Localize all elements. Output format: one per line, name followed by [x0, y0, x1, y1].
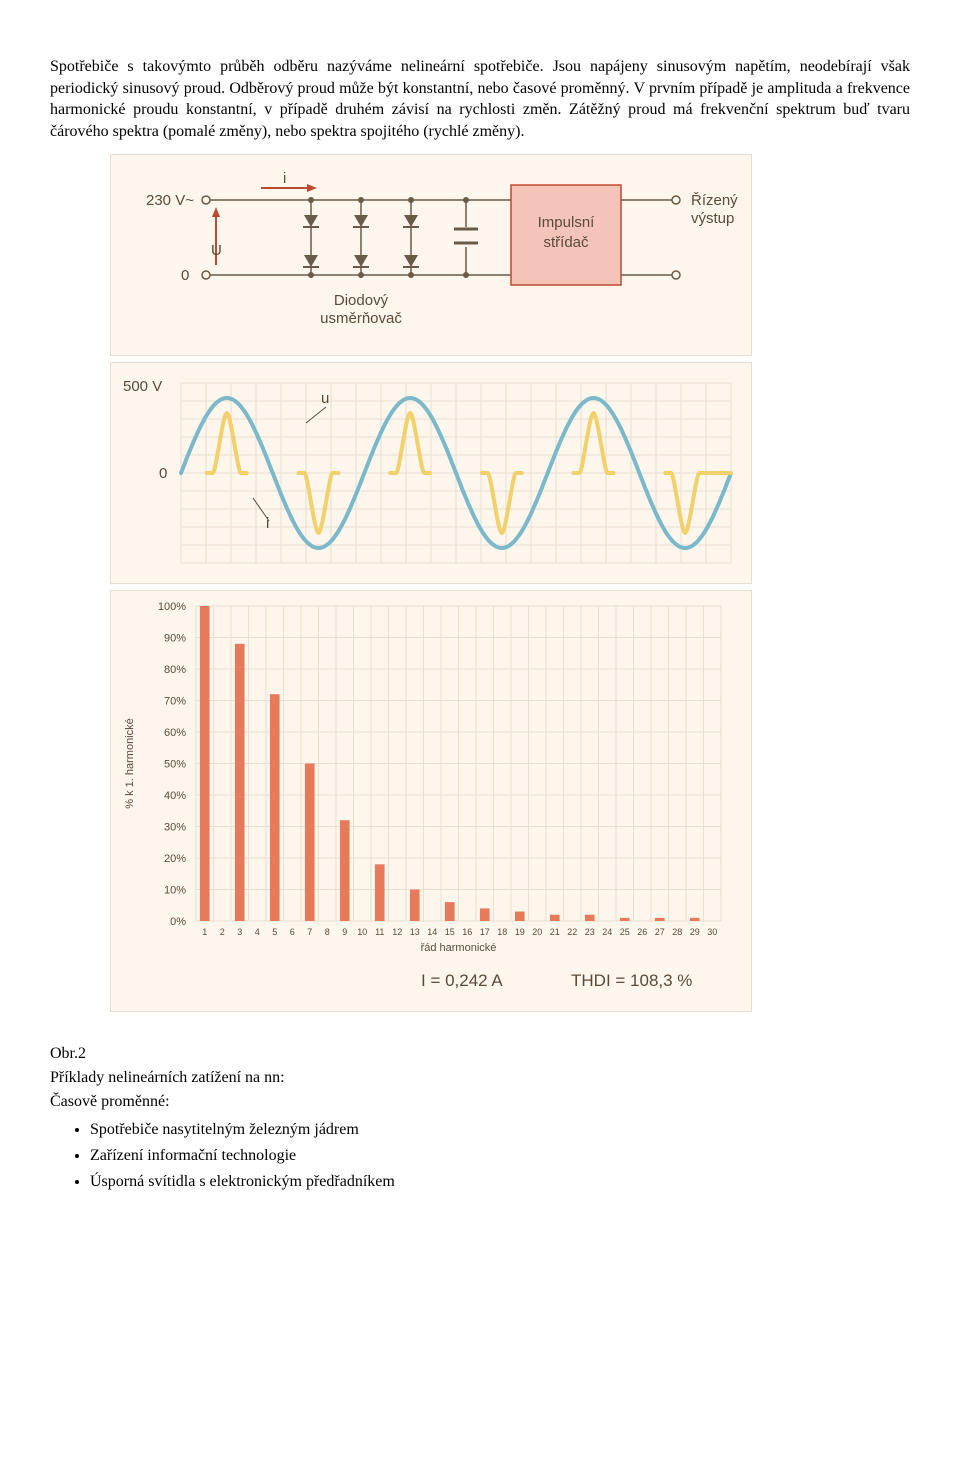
svg-text:Diodový: Diodový — [334, 292, 389, 309]
svg-text:12: 12 — [392, 927, 402, 937]
circuit-panel: 230 V~ 0 Ui Diodovýusměrňovač Impulsní střída… — [110, 154, 752, 356]
waveform-svg: 500 V0ui — [111, 363, 751, 583]
intro-paragraph: Spotřebiče s takovýmto průběh odběru naz… — [50, 56, 910, 142]
svg-text:4: 4 — [255, 927, 260, 937]
figure-number: Obr.2 — [50, 1042, 910, 1066]
svg-text:13: 13 — [410, 927, 420, 937]
caption-item: Zařízení informační technologie — [90, 1144, 910, 1168]
svg-text:střídač: střídač — [543, 234, 589, 251]
svg-text:řád harmonické: řád harmonické — [421, 942, 497, 954]
figure-container: 230 V~ 0 Ui Diodovýusměrňovač Impulsní střída… — [110, 154, 910, 1012]
svg-text:40%: 40% — [164, 790, 186, 802]
svg-text:19: 19 — [515, 927, 525, 937]
svg-text:0: 0 — [181, 267, 189, 284]
svg-text:25: 25 — [620, 927, 630, 937]
svg-text:15: 15 — [445, 927, 455, 937]
caption-item: Úsporná svítidla s elektronickým předřad… — [90, 1170, 910, 1194]
svg-text:0: 0 — [159, 465, 167, 482]
svg-text:29: 29 — [690, 927, 700, 937]
barchart-svg: 0% 10% 20% 30% 40% 50% 60% 70% 80% 90% 100% % k 1. … — [111, 591, 751, 1011]
svg-text:Impulsní: Impulsní — [538, 214, 596, 231]
svg-text:23: 23 — [585, 927, 595, 937]
svg-text:výstup: výstup — [691, 210, 734, 227]
svg-text:100%: 100% — [158, 601, 186, 613]
svg-text:1: 1 — [202, 927, 207, 937]
svg-text:i: i — [283, 170, 286, 187]
svg-text:28: 28 — [672, 927, 682, 937]
svg-text:usměrňovač: usměrňovač — [320, 310, 402, 327]
svg-text:10: 10 — [357, 927, 367, 937]
caption-item: Spotřebiče nasytitelným železným jádrem — [90, 1118, 910, 1142]
svg-text:u: u — [321, 390, 329, 407]
svg-text:16: 16 — [462, 927, 472, 937]
svg-text:20%: 20% — [164, 853, 186, 865]
svg-text:18: 18 — [497, 927, 507, 937]
svg-text:24: 24 — [602, 927, 612, 937]
svg-text:27: 27 — [655, 927, 665, 937]
svg-text:500 V: 500 V — [123, 378, 162, 395]
svg-text:22: 22 — [567, 927, 577, 937]
svg-text:21: 21 — [550, 927, 560, 937]
svg-text:90%: 90% — [164, 633, 186, 645]
svg-text:14: 14 — [427, 927, 437, 937]
svg-text:THDI = 108,3 %: THDI = 108,3 % — [571, 971, 692, 990]
figure-caption: Obr.2 Příklady nelineárních zatížení na … — [50, 1042, 910, 1194]
svg-text:9: 9 — [342, 927, 347, 937]
svg-text:% k 1. harmonické: % k 1. harmonické — [124, 719, 136, 809]
svg-text:5: 5 — [272, 927, 277, 937]
svg-text:6: 6 — [290, 927, 295, 937]
caption-list: Spotřebiče nasytitelným železným jádrem … — [90, 1118, 910, 1194]
svg-text:70%: 70% — [164, 696, 186, 708]
caption-subheading: Časově proměnné: — [50, 1090, 910, 1114]
svg-text:20: 20 — [532, 927, 542, 937]
barchart-panel: 0% 10% 20% 30% 40% 50% 60% 70% 80% 90% 100% % k 1. … — [110, 590, 752, 1012]
svg-text:8: 8 — [325, 927, 330, 937]
svg-text:80%: 80% — [164, 664, 186, 676]
svg-text:17: 17 — [480, 927, 490, 937]
caption-heading: Příklady nelineárních zatížení na nn: — [50, 1066, 910, 1090]
svg-text:Řízený: Řízený — [691, 192, 738, 209]
svg-text:30%: 30% — [164, 822, 186, 834]
svg-text:I = 0,242 A: I = 0,242 A — [421, 971, 503, 990]
svg-text:7: 7 — [307, 927, 312, 937]
svg-text:11: 11 — [375, 927, 384, 937]
svg-text:50%: 50% — [164, 759, 186, 771]
svg-text:10%: 10% — [164, 885, 186, 897]
svg-text:3: 3 — [237, 927, 242, 937]
svg-text:30: 30 — [707, 927, 717, 937]
svg-text:60%: 60% — [164, 727, 186, 739]
svg-text:230 V~: 230 V~ — [146, 192, 194, 209]
waveform-panel: 500 V0ui — [110, 362, 752, 584]
svg-text:U: U — [211, 242, 222, 259]
svg-text:2: 2 — [220, 927, 225, 937]
circuit-svg: 230 V~ 0 Ui Diodovýusměrňovač Impulsní střída… — [111, 155, 751, 355]
svg-text:0%: 0% — [170, 916, 186, 928]
svg-text:26: 26 — [637, 927, 647, 937]
